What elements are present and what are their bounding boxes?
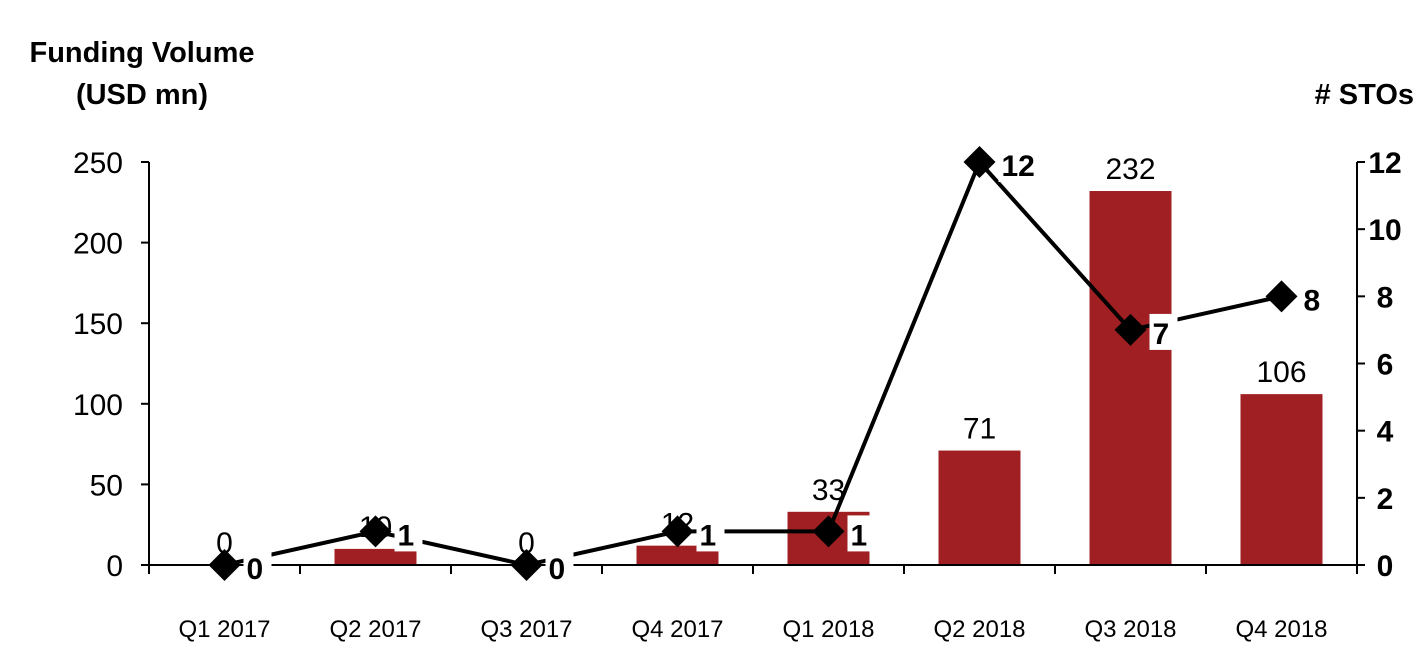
- left-tick-label: 50: [90, 469, 123, 502]
- left-tick-label: 0: [106, 550, 123, 583]
- x-tick-label: Q1 2018: [782, 616, 874, 643]
- sto-value-label: 12: [1002, 150, 1035, 183]
- x-tick-label: Q3 2017: [480, 616, 572, 643]
- sto-value-label: 1: [851, 519, 868, 552]
- sto-label-bg: [696, 515, 725, 552]
- x-tick-label: Q4 2017: [631, 616, 723, 643]
- bar: [1240, 394, 1323, 565]
- sto-value-label: 1: [398, 519, 415, 552]
- bar: [938, 450, 1021, 565]
- sto-label-bg: [1300, 280, 1329, 317]
- right-tick-label: 4: [1377, 416, 1394, 449]
- sto-marker: [359, 515, 392, 548]
- left-tick-label: 100: [73, 389, 123, 422]
- sto-label-bg: [998, 146, 1027, 182]
- bar-value-label: 0: [216, 527, 233, 560]
- right-tick-label: 8: [1377, 281, 1394, 314]
- sto-value-label: 7: [1153, 318, 1170, 351]
- bar-value-label: 232: [1105, 153, 1155, 186]
- bar-value-label: 71: [963, 413, 996, 446]
- sto-marker: [510, 549, 543, 581]
- left-axis-title-line2: (USD mn): [76, 79, 208, 111]
- left-tick-label: 250: [73, 147, 123, 180]
- x-tick-label: Q3 2018: [1084, 616, 1176, 643]
- right-tick-label: 2: [1377, 483, 1394, 516]
- bar-value-label: 0: [518, 527, 535, 560]
- sto-value-label: 0: [247, 553, 264, 586]
- right-axis-title: # STOs: [1315, 79, 1414, 111]
- sto-value-label: 1: [700, 519, 717, 552]
- bar: [334, 548, 417, 565]
- x-tick-label: Q2 2018: [933, 616, 1025, 643]
- sto-label-bg: [545, 549, 574, 585]
- bar: [1089, 191, 1172, 566]
- left-axis-title-line1: Funding Volume: [30, 37, 255, 69]
- x-tick-label: Q4 2018: [1235, 616, 1327, 643]
- sto-label-bg: [394, 515, 423, 552]
- sto-marker: [1265, 280, 1298, 313]
- sto-marker: [1114, 313, 1147, 346]
- left-tick-label: 200: [73, 228, 123, 261]
- right-tick-label: 10: [1368, 214, 1401, 247]
- sto-label-bg: [243, 549, 272, 585]
- sto-marker: [812, 515, 845, 548]
- x-tick-label: Q1 2017: [178, 616, 270, 643]
- right-tick-label: 0: [1377, 550, 1394, 583]
- x-tick-label: Q2 2017: [329, 616, 421, 643]
- sto-value-label: 8: [1304, 284, 1321, 317]
- sto-marker: [208, 549, 241, 581]
- bar-value-label: 106: [1256, 356, 1306, 389]
- right-tick-label: 6: [1377, 349, 1394, 382]
- sto-label-bg: [1149, 313, 1178, 350]
- sto-label-bg: [847, 515, 876, 552]
- left-tick-label: 150: [73, 308, 123, 341]
- sto-value-label: 0: [549, 553, 566, 586]
- sto-marker: [661, 515, 694, 548]
- right-tick-label: 12: [1368, 147, 1401, 180]
- sto-marker: [963, 146, 996, 178]
